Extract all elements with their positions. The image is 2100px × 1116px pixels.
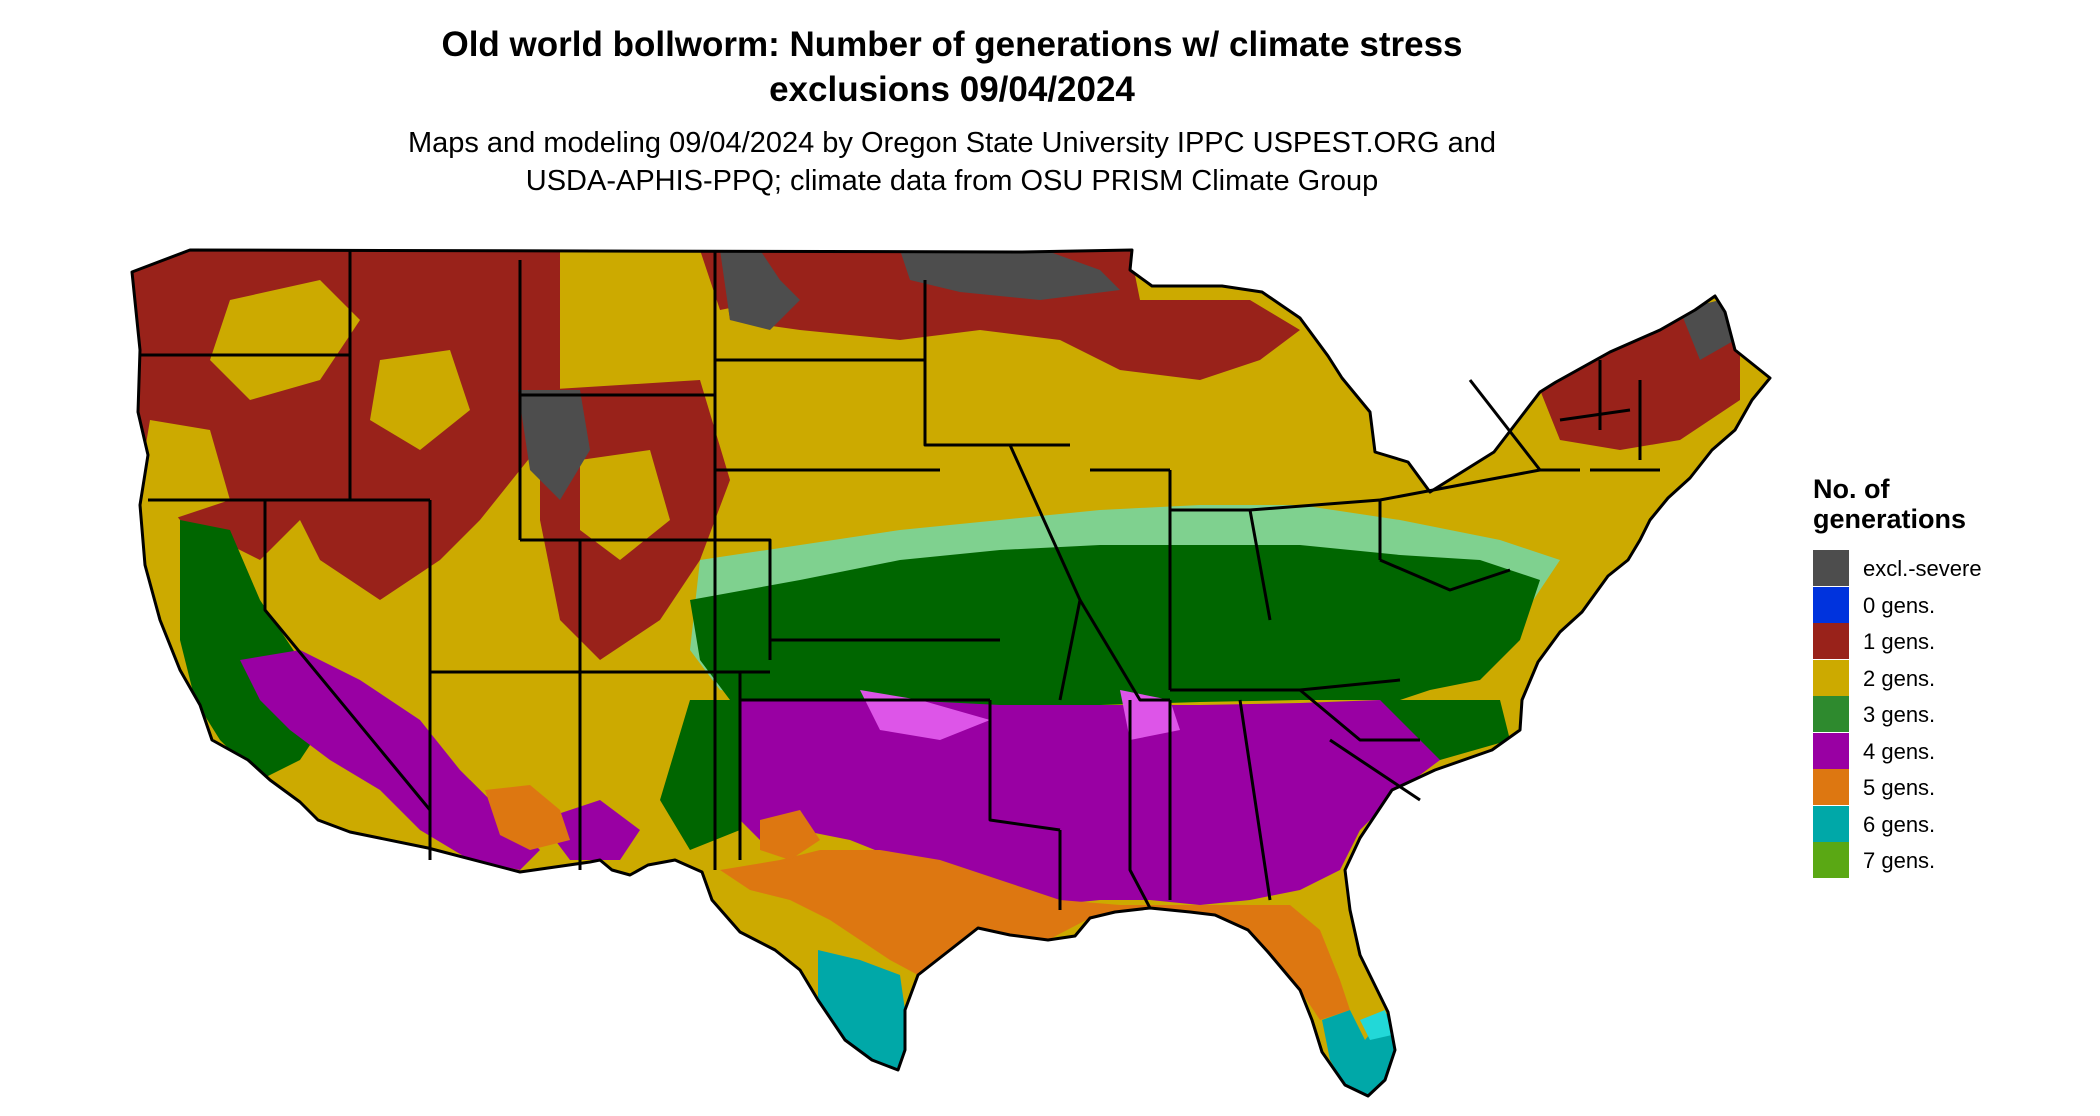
legend-label: 7 gens. [1863,848,1936,873]
legend-swatch [1813,623,1849,659]
state-border [1299,688,1420,742]
zone-1-gens-north-central [720,250,1300,380]
zone-5-gens-arizona [485,785,570,850]
legend-swatch [1813,550,1849,586]
legend: No. of generations excl.-severe 0 gens. 1 … [1813,474,2073,879]
zone-4-gens-light-patch [1120,690,1180,740]
legend-swatch [1813,696,1849,732]
legend-item: 3 gens. [1813,696,2073,733]
zone-4-gens-new-mexico [540,800,640,860]
legend-items: excl.-severe 0 gens. 1 gens. 2 gens. 3 gens.… [1813,550,2073,879]
state-border [923,280,1070,447]
legend-swatch [1813,732,1849,769]
state-border [1249,498,1381,512]
legend-swatch [1813,586,1849,623]
legend-item: excl.-severe [1813,550,2073,587]
zone-5-gens-gulf [720,850,1350,1020]
state-border [1329,738,1421,802]
legend-item: 6 gens. [1813,805,2073,843]
legend-label: 5 gens. [1863,775,1936,800]
legend-item: 1 gens. [1813,623,2073,660]
state-border [1379,468,1541,502]
map-title-line-1: Old world bollworm: Number of generation… [441,25,1463,64]
zone-4-gens-light-patch [860,690,990,740]
legend-item: 2 gens. [1813,659,2073,697]
state-border [1128,700,1152,909]
legend-title-line-1: No. of [1813,474,1890,504]
legend-label: 0 gens. [1863,592,1936,618]
map-title-line-2: exclusions 09/04/2024 [769,70,1135,109]
zone-excl-severe-wyoming [518,390,590,500]
legend-title-line-2: generations [1813,504,1967,534]
map-subtitle-line-1: Maps and modeling 09/04/2024 by Oregon S… [407,127,1497,159]
state-border [130,248,1772,1098]
state-border [1559,408,1631,422]
zone-6-gens-light-patch [1360,1010,1392,1040]
zone-excl-severe-north [900,250,1120,300]
legend-item: 5 gens. [1813,769,2073,806]
state-border [715,538,772,660]
legend-label: excl.-severe [1863,556,1982,581]
zone-6-gens-texas [818,950,905,1070]
state-borders [130,248,1772,1098]
state-border [1468,379,1542,471]
legend-swatch [1813,659,1849,696]
map-title: Old world bollworm: Number of generation… [0,22,1904,112]
legend-label: 2 gens. [1863,665,1936,691]
zone-4-gens-south [740,700,1440,905]
legend-swatch [1813,769,1849,805]
map-subtitle: Maps and modeling 09/04/2024 by Oregon S… [0,124,1904,200]
zone-2-gens-coast-patch [140,420,230,520]
legend-swatch [1813,842,1849,878]
state-border [1379,558,1511,592]
zone-excl-severe [720,250,800,330]
legend-label: 3 gens. [1863,702,1936,727]
legend-item: 4 gens. [1813,732,2073,770]
state-border [1078,599,1170,702]
legend-item: 0 gens. [1813,586,2073,624]
legend-label: 1 gens. [1863,629,1936,654]
legend-swatch [1813,805,1849,842]
legend-title: No. of generations [1813,474,2073,534]
map-subtitle-line-2: USDA-APHIS-PPQ; climate data from OSU PR… [525,165,1379,197]
zone-3-gens-texas-panhandle [660,700,740,850]
state-border [148,498,432,811]
legend-item: 7 gens. [1813,842,2073,879]
zone-excl-severe-maine [1680,300,1735,360]
state-border [1238,699,1272,901]
legend-label: 4 gens. [1863,738,1936,764]
zone-2-gens-rockies-patch [580,450,670,560]
zone-5-gens-texas-patch [760,810,820,860]
legend-label: 6 gens. [1863,811,1936,837]
zone-2-gens-nw-patch [370,350,470,450]
zone-3-gens-band [690,545,1540,705]
state-border [988,700,1061,832]
zone-2-gens-nw-patch [210,280,360,400]
